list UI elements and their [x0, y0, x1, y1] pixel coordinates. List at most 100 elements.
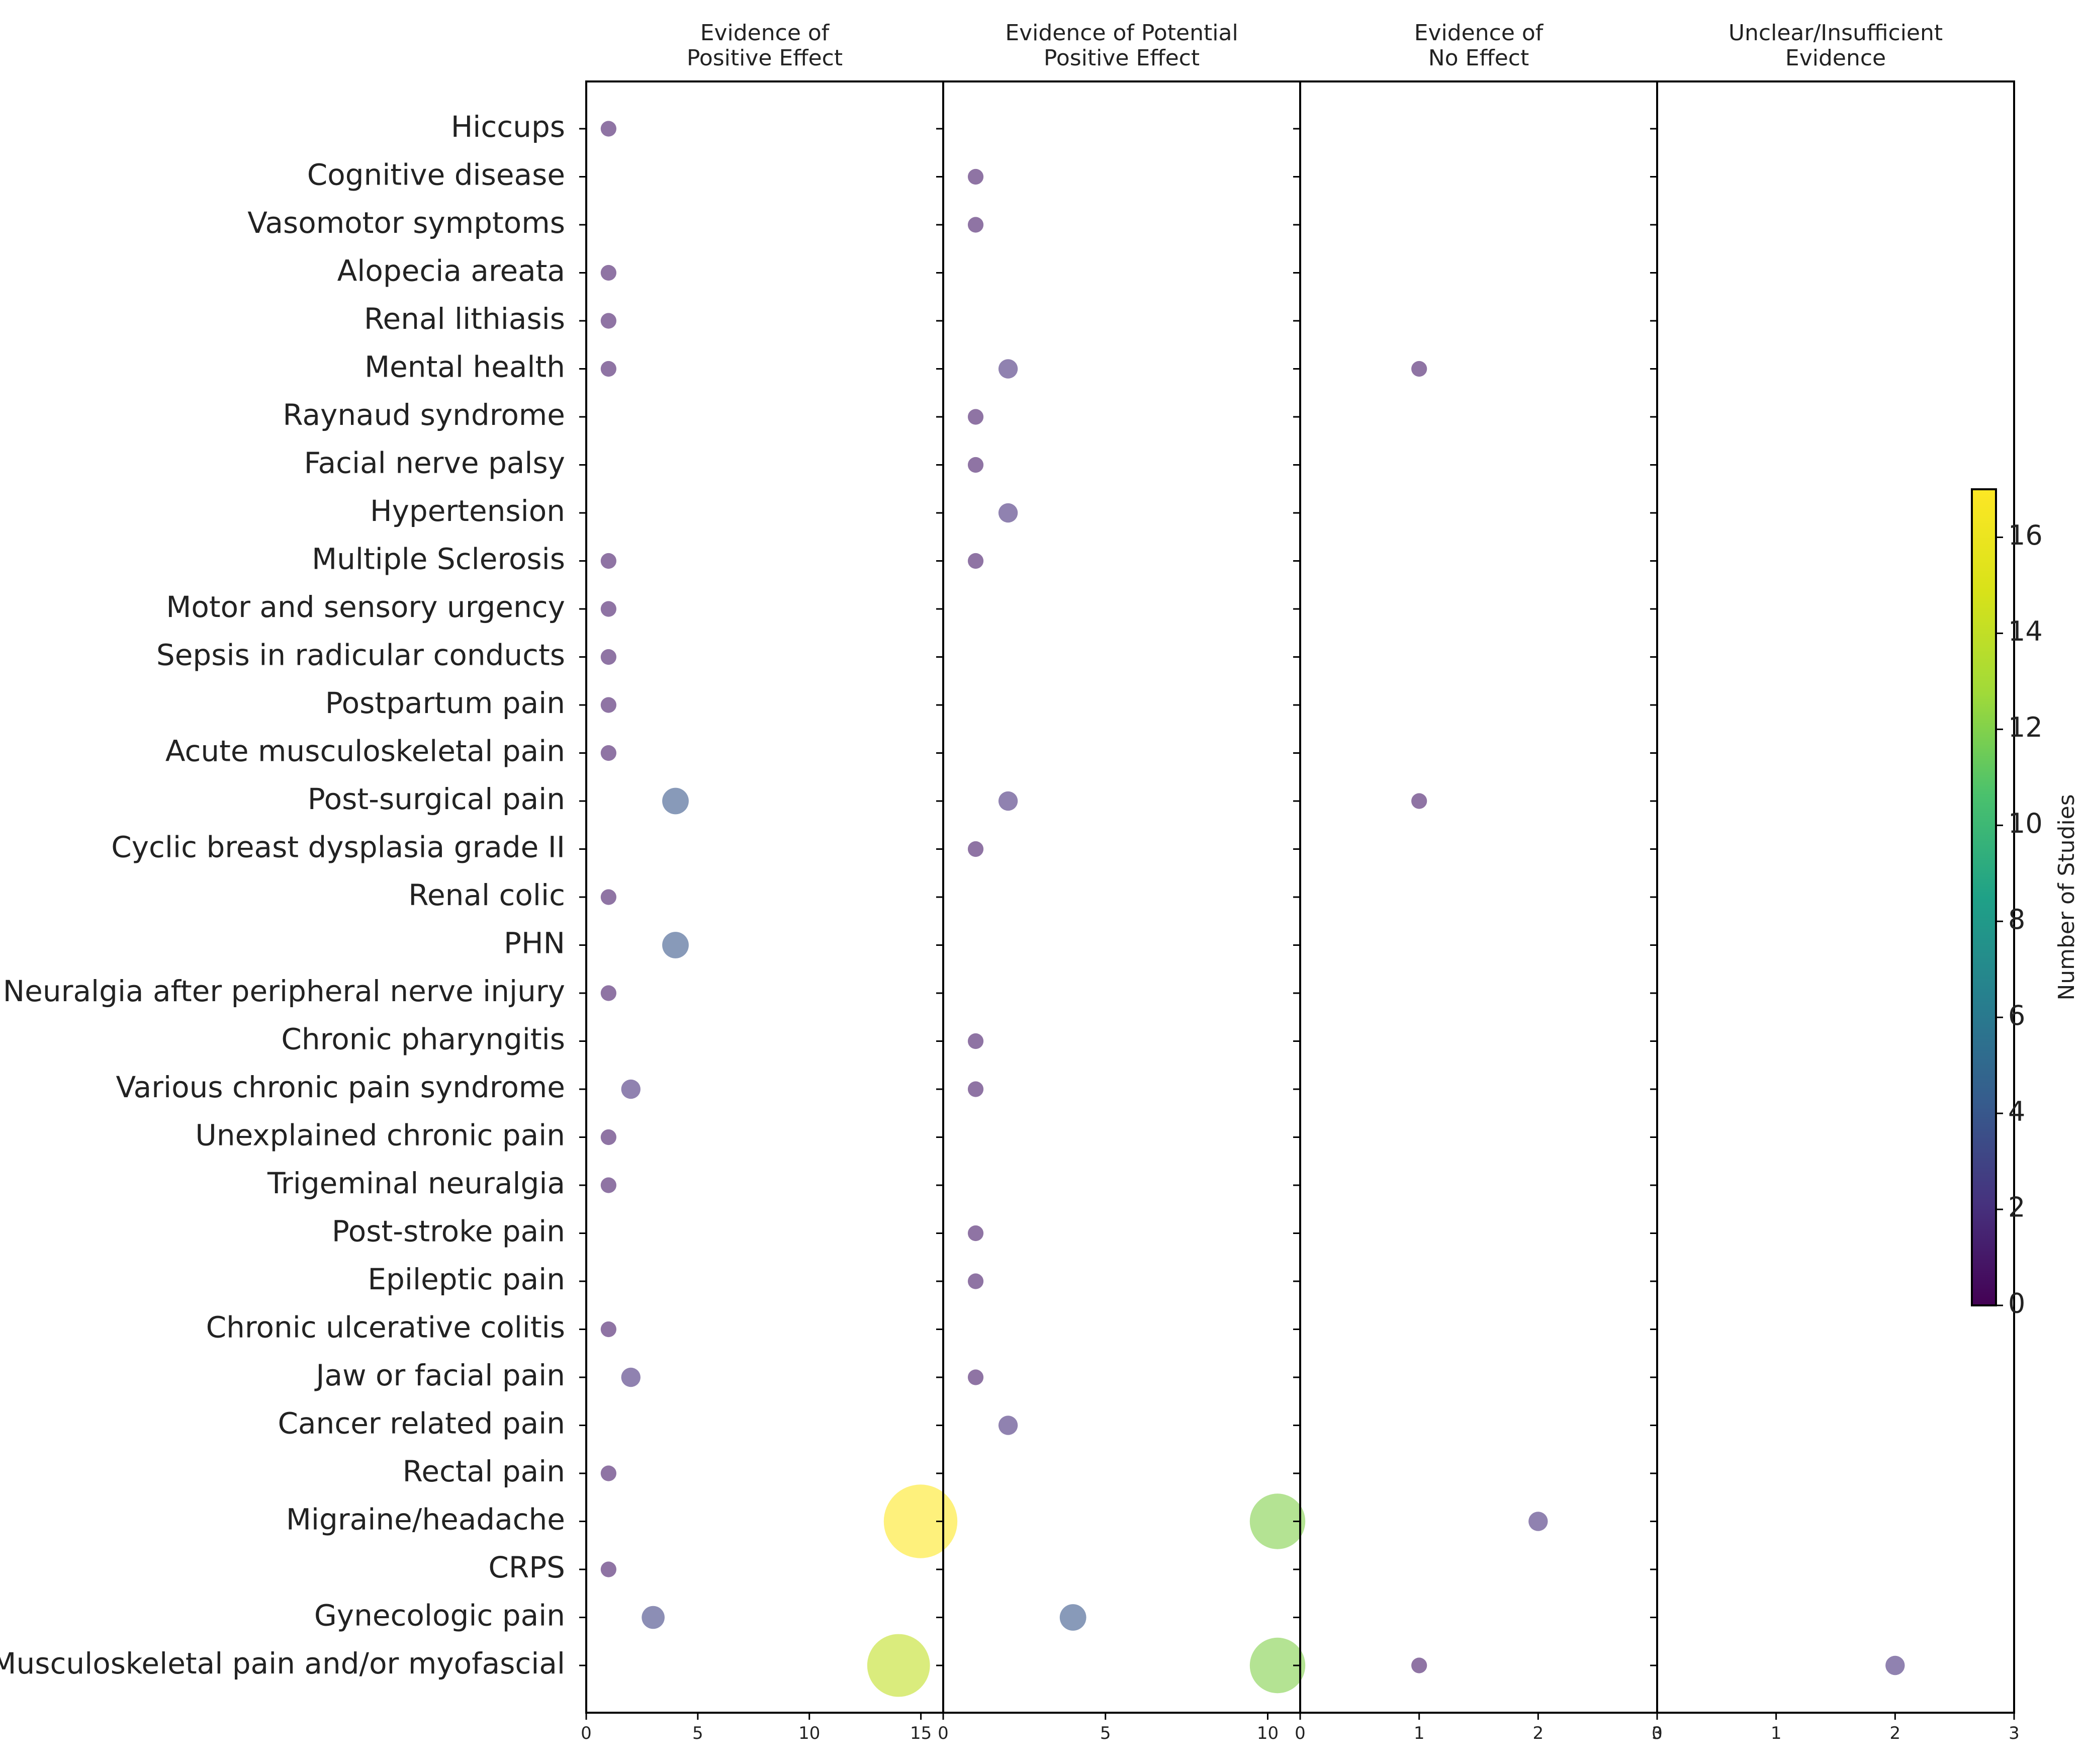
panel-title: Evidence of	[700, 20, 830, 46]
category-label: Musculoskeletal pain and/or myofascial	[0, 1646, 565, 1681]
x-tick-label: 0	[1652, 1723, 1663, 1743]
bubble	[621, 1367, 641, 1387]
panel-subtitle: Positive Effect	[1044, 45, 1200, 71]
category-label: Cancer related pain	[278, 1406, 565, 1441]
colorbar-tick-label: 14	[2008, 615, 2043, 647]
panel-title: Unclear/Insufficient	[1729, 20, 1943, 46]
bubble	[600, 601, 616, 617]
x-tick-label: 3	[2009, 1723, 2020, 1743]
bubble	[600, 697, 616, 713]
bubble	[600, 121, 616, 137]
category-label: Post-stroke pain	[332, 1214, 565, 1249]
bubble	[967, 1273, 984, 1289]
bubble	[998, 1416, 1018, 1435]
category-labels: Hiccups Cognitive disease Vasomotor sympto…	[0, 110, 565, 1681]
category-label: Renal colic	[408, 878, 565, 912]
bubble	[600, 745, 616, 761]
panel-subtitle: Positive Effect	[687, 45, 843, 71]
colorbar-tick-label: 2	[2008, 1192, 2025, 1223]
category-label: CRPS	[488, 1550, 565, 1584]
category-label: Renal lithiasis	[364, 302, 565, 336]
panel-subtitle: No Effect	[1428, 45, 1529, 71]
bubble	[1411, 361, 1427, 377]
x-tick-label: 2	[1533, 1723, 1544, 1743]
bubble	[600, 264, 616, 281]
colorbar-tick-label: 4	[2008, 1096, 2025, 1127]
bubble	[600, 553, 616, 569]
category-label: Chronic pharyngitis	[281, 1022, 565, 1056]
bubble	[1411, 1657, 1427, 1673]
bubble	[967, 168, 984, 185]
category-label: Post-surgical pain	[308, 782, 565, 816]
x-tick-label: 15	[910, 1723, 932, 1743]
bubble	[600, 889, 616, 905]
bubble	[967, 553, 984, 569]
bubble	[883, 1484, 958, 1558]
bubble	[600, 1129, 616, 1145]
panel-title: Evidence of Potential	[1005, 20, 1238, 46]
bubble	[967, 1081, 984, 1097]
category-label: Neuralgia after peripheral nerve injury	[3, 974, 565, 1008]
bubble	[998, 503, 1018, 523]
bubble	[998, 791, 1018, 811]
bubble	[1528, 1512, 1548, 1531]
bubble	[967, 841, 984, 857]
colorbar-tick-label: 12	[2008, 712, 2043, 743]
category-label: Acute musculoskeletal pain	[165, 734, 565, 768]
bubble	[600, 313, 616, 329]
bubble	[662, 932, 689, 958]
category-label: Hiccups	[451, 110, 565, 144]
x-tick-label: 1	[1414, 1723, 1425, 1743]
category-label: Cyclic breast dysplasia grade II	[111, 830, 565, 864]
category-label: Gynecologic pain	[314, 1599, 565, 1633]
bubble	[642, 1606, 665, 1629]
colorbar-tick-label: 0	[2008, 1288, 2025, 1319]
bubble	[1411, 793, 1427, 809]
colorbar-tick-label: 6	[2008, 1000, 2025, 1031]
category-label: Jaw or facial pain	[314, 1358, 565, 1392]
x-tick-label: 2	[1890, 1723, 1901, 1743]
category-label: Facial nerve palsy	[304, 446, 565, 480]
x-tick-label: 0	[581, 1723, 592, 1743]
colorbar-tick-label: 8	[2008, 904, 2025, 935]
x-tick-label: 1	[1771, 1723, 1782, 1743]
x-tick-label: 3	[1652, 1723, 1663, 1743]
category-label: Mental health	[365, 350, 565, 384]
panel-subtitle: Evidence	[1785, 45, 1886, 71]
x-tick-label: 10	[1257, 1723, 1279, 1743]
category-label: PHN	[504, 926, 565, 960]
bubble	[600, 1465, 616, 1481]
panel-title: Evidence of	[1414, 20, 1544, 46]
category-label: Epileptic pain	[368, 1262, 565, 1296]
colorbar-label: Number of Studies	[2054, 794, 2079, 1000]
colorbar-gradient	[1971, 488, 1997, 1306]
bubble	[967, 1033, 984, 1049]
panel-frame	[1656, 80, 2015, 1714]
x-tick-label: 5	[1100, 1723, 1111, 1743]
category-label: Postpartum pain	[325, 686, 565, 720]
category-label: Various chronic pain syndrome	[116, 1070, 565, 1104]
colorbar-ticks: 0 2 4 6 8 10 12 14 16	[1996, 519, 2043, 1319]
bubble	[1885, 1655, 1905, 1675]
bubble	[1249, 1493, 1306, 1549]
bubble	[600, 985, 616, 1001]
bubble	[600, 1177, 616, 1193]
colorbar-tick-label: 16	[2008, 519, 2043, 551]
colorbar: 0 2 4 6 8 10 12 14 16 Number of Studies	[1971, 488, 2079, 1319]
bubble	[998, 359, 1018, 379]
bubble	[1249, 1637, 1306, 1694]
bubble	[967, 457, 984, 473]
category-label: Rectal pain	[403, 1454, 565, 1488]
category-label: Vasomotor symptoms	[247, 206, 565, 240]
colorbar-tick-label: 10	[2008, 808, 2043, 839]
bubble	[967, 1225, 984, 1242]
category-label: Cognitive disease	[307, 158, 565, 192]
bubble	[600, 1561, 616, 1577]
bubble	[967, 1369, 984, 1385]
category-label: Alopecia areata	[337, 254, 565, 288]
category-label: Migraine/headache	[286, 1503, 565, 1537]
x-tick-label: 0	[1295, 1723, 1306, 1743]
